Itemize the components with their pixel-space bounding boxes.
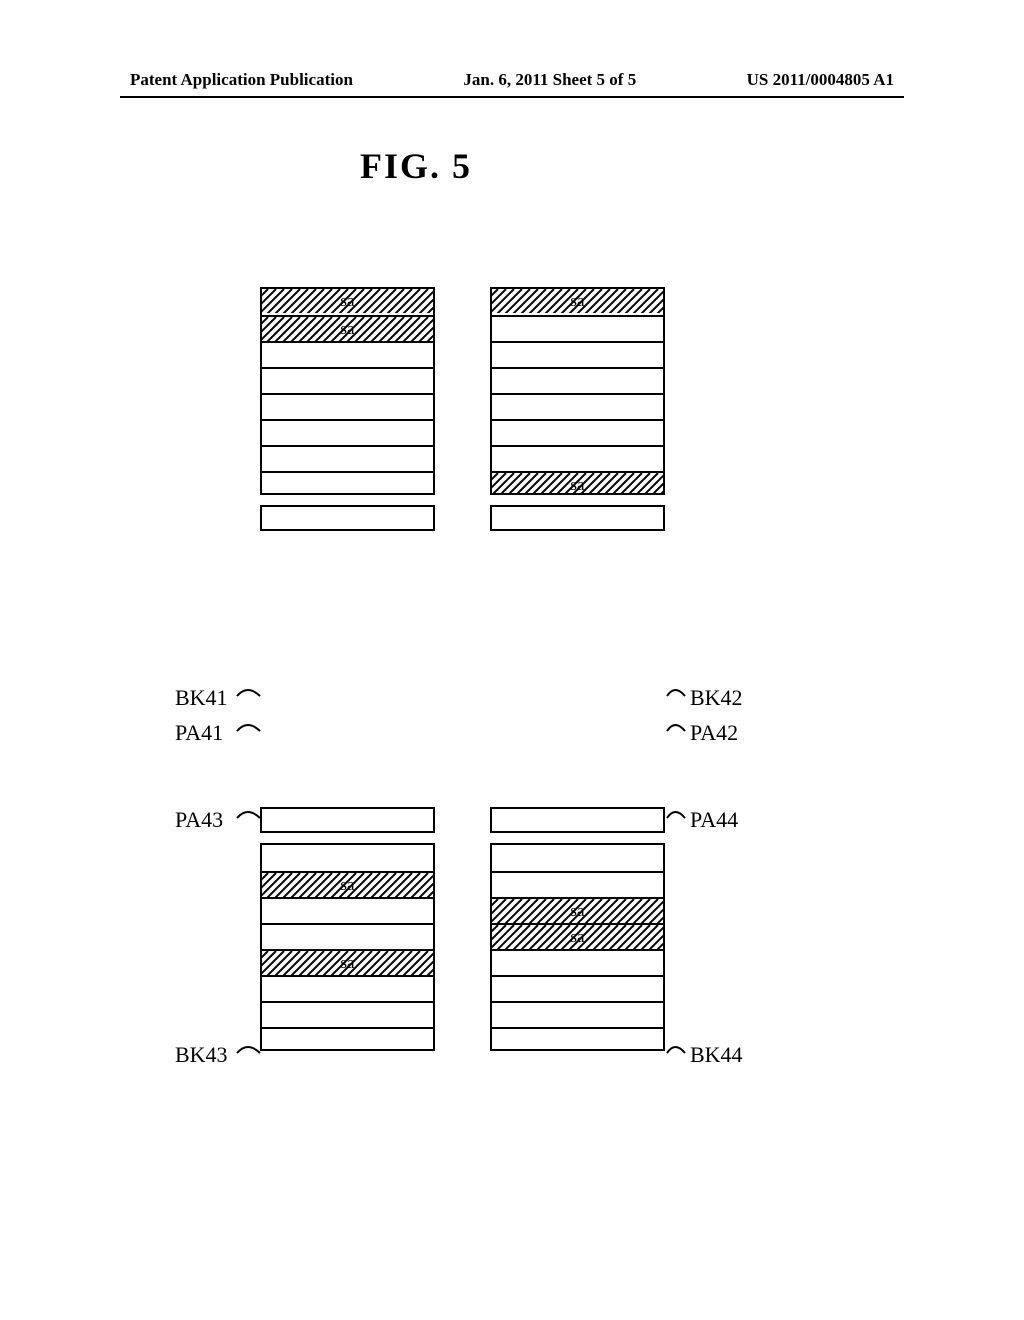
leader-line bbox=[235, 808, 264, 832]
block-row bbox=[492, 419, 663, 445]
block-row: sa bbox=[262, 289, 433, 315]
block-row bbox=[262, 341, 433, 367]
block-row bbox=[262, 897, 433, 923]
block-row: sa bbox=[262, 871, 433, 897]
block-row: sa bbox=[492, 923, 663, 949]
leader-line bbox=[235, 721, 264, 745]
block-bk44: sa sa bbox=[490, 843, 665, 1051]
block-row bbox=[492, 845, 663, 871]
hatch-label: sa bbox=[262, 875, 433, 895]
block-row bbox=[262, 1001, 433, 1027]
block-row bbox=[492, 949, 663, 975]
block-row bbox=[262, 471, 433, 495]
block-row: sa bbox=[262, 949, 433, 975]
parity-pa43 bbox=[260, 807, 435, 833]
leader-line bbox=[665, 1043, 689, 1067]
block-bk42: sa sa bbox=[490, 287, 665, 495]
block-bk41: sa sa bbox=[260, 287, 435, 495]
header-right: US 2011/0004805 A1 bbox=[747, 70, 894, 90]
block-row bbox=[262, 419, 433, 445]
block-row: sa bbox=[262, 315, 433, 341]
block-row: sa bbox=[492, 289, 663, 315]
leader-line bbox=[665, 808, 689, 832]
hatch-label: sa bbox=[262, 291, 433, 311]
hatch-label: sa bbox=[492, 291, 663, 311]
parity-pa44 bbox=[490, 807, 665, 833]
block-row bbox=[492, 975, 663, 1001]
label-bk42: BK42 bbox=[690, 685, 743, 711]
label-pa44: PA44 bbox=[690, 807, 738, 833]
label-bk43: BK43 bbox=[175, 1042, 228, 1068]
leader-line bbox=[235, 686, 264, 710]
label-bk44: BK44 bbox=[690, 1042, 743, 1068]
label-pa42: PA42 bbox=[690, 720, 738, 746]
parity-pa42 bbox=[490, 505, 665, 531]
leader-line bbox=[665, 721, 689, 745]
block-row bbox=[262, 367, 433, 393]
block-row bbox=[492, 1027, 663, 1051]
hatch-label: sa bbox=[492, 927, 663, 947]
hatch-label: sa bbox=[262, 953, 433, 973]
block-row bbox=[492, 315, 663, 341]
block-row bbox=[492, 871, 663, 897]
hatch-label: sa bbox=[492, 475, 663, 495]
label-bk41: BK41 bbox=[175, 685, 228, 711]
block-row: sa bbox=[492, 897, 663, 923]
hatch-label: sa bbox=[492, 901, 663, 921]
block-row bbox=[492, 393, 663, 419]
parity-pa41 bbox=[260, 505, 435, 531]
block-row bbox=[262, 975, 433, 1001]
block-row bbox=[262, 1027, 433, 1051]
header-left: Patent Application Publication bbox=[130, 70, 353, 90]
block-row bbox=[262, 445, 433, 471]
block-row bbox=[492, 341, 663, 367]
header-center: Jan. 6, 2011 Sheet 5 of 5 bbox=[463, 70, 636, 90]
header-rule bbox=[120, 96, 904, 98]
leader-line bbox=[235, 1043, 264, 1067]
block-row bbox=[262, 393, 433, 419]
hatch-label: sa bbox=[262, 319, 433, 339]
block-row bbox=[492, 1001, 663, 1027]
block-row bbox=[262, 845, 433, 871]
label-pa41: PA41 bbox=[175, 720, 223, 746]
block-row: sa bbox=[492, 471, 663, 495]
block-row bbox=[492, 445, 663, 471]
block-bk43: sa sa bbox=[260, 843, 435, 1051]
figure-title: FIG. 5 bbox=[360, 145, 472, 187]
block-row bbox=[492, 367, 663, 393]
leader-line bbox=[665, 686, 689, 710]
block-row bbox=[262, 923, 433, 949]
label-pa43: PA43 bbox=[175, 807, 223, 833]
